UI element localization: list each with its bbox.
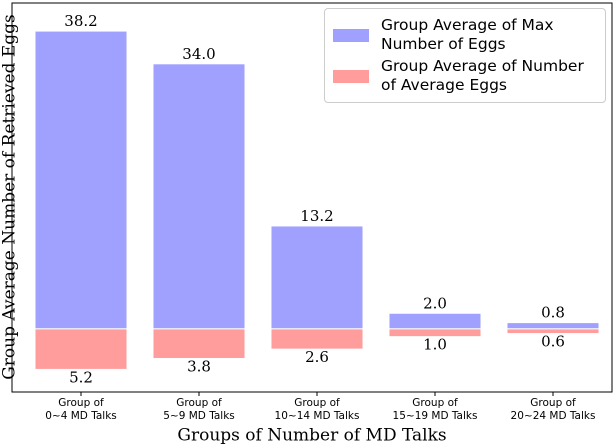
x-tick-label: Group of 20~24 MD Talks bbox=[511, 397, 596, 422]
bar bbox=[152, 63, 246, 330]
x-tick-label: Group of 10~14 MD Talks bbox=[275, 397, 360, 422]
bar bbox=[34, 328, 128, 370]
value-label: 0.6 bbox=[541, 333, 565, 351]
bar bbox=[270, 328, 364, 350]
value-label: 5.2 bbox=[69, 368, 93, 386]
legend-swatch bbox=[333, 28, 369, 42]
legend-entry: Group Average of Number of Average Eggs bbox=[331, 57, 599, 95]
value-label: 2.0 bbox=[423, 294, 447, 312]
bar bbox=[270, 225, 364, 330]
x-tick-label: Group of 5~9 MD Talks bbox=[163, 397, 235, 422]
x-tick-label-line: 0~4 MD Talks bbox=[45, 410, 117, 422]
x-axis-label: Groups of Number of MD Talks bbox=[177, 426, 446, 446]
x-tick-label-line: Group of bbox=[58, 397, 104, 409]
bar bbox=[388, 328, 482, 338]
x-tick-label-line: Group of bbox=[294, 397, 340, 409]
x-tick-label-line: Group of bbox=[412, 397, 458, 409]
legend-label: Group Average of Number of Average Eggs bbox=[381, 57, 584, 94]
legend: Group Average of Max Number of Eggs Group… bbox=[324, 8, 606, 103]
value-label: 3.8 bbox=[187, 357, 211, 375]
value-label: 34.0 bbox=[182, 45, 215, 63]
bar bbox=[506, 328, 600, 335]
x-tick-label-line: Group of bbox=[530, 397, 576, 409]
value-label: 0.8 bbox=[541, 304, 565, 322]
legend-entry: Group Average of Max Number of Eggs bbox=[331, 16, 599, 54]
x-tick-label-line: 15~19 MD Talks bbox=[393, 410, 478, 422]
x-tick-label-line: 10~14 MD Talks bbox=[275, 410, 360, 422]
value-label: 2.6 bbox=[305, 348, 329, 366]
x-tick-label: Group of 15~19 MD Talks bbox=[393, 397, 478, 422]
bar bbox=[506, 322, 600, 330]
bar bbox=[388, 312, 482, 330]
value-label: 1.0 bbox=[423, 336, 447, 354]
x-tick-label-line: 20~24 MD Talks bbox=[511, 410, 596, 422]
bar bbox=[152, 328, 246, 359]
bar bbox=[34, 30, 128, 330]
value-label: 38.2 bbox=[64, 12, 97, 30]
y-axis-label: Group Average Number of Retrieved Eggs bbox=[0, 14, 20, 380]
plot-frame bbox=[11, 2, 613, 393]
x-tick-label-line: 5~9 MD Talks bbox=[163, 410, 235, 422]
x-tick-label: Group of 0~4 MD Talks bbox=[45, 397, 117, 422]
legend-label: Group Average of Max Number of Eggs bbox=[381, 16, 554, 53]
value-label: 13.2 bbox=[300, 207, 333, 225]
legend-swatch bbox=[333, 69, 369, 83]
x-tick-label-line: Group of bbox=[176, 397, 222, 409]
